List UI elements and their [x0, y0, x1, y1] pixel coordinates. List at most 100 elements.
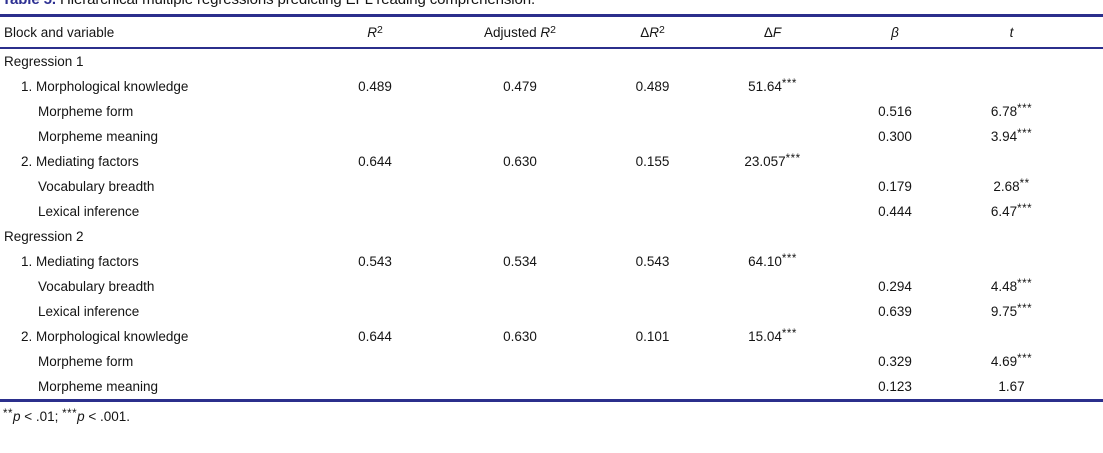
- cell-beta: [830, 48, 960, 74]
- cell-beta: [830, 249, 960, 274]
- table-row: 1. Mediating factors 0.543 0.534 0.543 64.10…: [0, 249, 1103, 274]
- cell-beta: 0.329: [878, 354, 912, 369]
- cell-df: [715, 124, 830, 149]
- cell-beta: 0.444: [878, 204, 912, 219]
- table-row: Morpheme form 0.516 6.78***: [0, 99, 1103, 124]
- table-row: Morpheme meaning 0.123 1.67: [0, 374, 1103, 401]
- cell-t: 6.78***: [990, 103, 1033, 119]
- cell-t: 4.48***: [990, 278, 1033, 294]
- cell-r2: 0.489: [358, 79, 392, 94]
- cell-dr2: 0.155: [635, 154, 670, 169]
- table-row: Regression 2: [0, 224, 1103, 249]
- cell-adj: 0.630: [503, 329, 537, 344]
- cell-adj: [450, 224, 590, 249]
- row-label: Lexical inference: [38, 204, 140, 219]
- table-row: Morpheme form 0.329 4.69***: [0, 349, 1103, 374]
- cell-beta: [830, 74, 960, 99]
- cell-r2: [300, 349, 450, 374]
- row-label: Vocabulary breadth: [38, 279, 155, 294]
- cell-t: [960, 149, 1103, 174]
- cell-dr2: [590, 224, 715, 249]
- col-header-adjusted-r2: Adjusted R2: [450, 15, 590, 49]
- cell-r2: [300, 99, 450, 124]
- cell-t: [960, 249, 1103, 274]
- cell-dr2: [590, 374, 715, 401]
- table-row: 1. Morphological knowledge 0.489 0.479 0.48…: [0, 74, 1103, 99]
- cell-dr2: [590, 124, 715, 149]
- cell-beta: 0.516: [878, 104, 912, 119]
- cell-df: [715, 349, 830, 374]
- cell-r2: [300, 374, 450, 401]
- cell-dr2: 0.543: [635, 254, 670, 269]
- cell-dr2: [590, 274, 715, 299]
- cell-beta: 0.300: [878, 129, 912, 144]
- col-header-block-and-variable: Block and variable: [0, 15, 300, 49]
- cell-r2: [300, 199, 450, 224]
- cell-df: 64.10***: [748, 253, 797, 269]
- cell-r2: [300, 274, 450, 299]
- cell-beta: 0.123: [878, 379, 912, 394]
- cell-adj: [450, 99, 590, 124]
- cell-df: [715, 199, 830, 224]
- cell-beta: [830, 149, 960, 174]
- table-row: 2. Morphological knowledge 0.644 0.630 0.10…: [0, 324, 1103, 349]
- cell-dr2: [590, 174, 715, 199]
- cell-beta: 0.179: [878, 179, 912, 194]
- cell-dr2: [590, 199, 715, 224]
- cell-df: [715, 374, 830, 401]
- cell-adj: 0.630: [503, 154, 537, 169]
- cell-adj: [450, 274, 590, 299]
- table-footnote: **p < .01; ***p < .001.: [3, 408, 130, 424]
- table-caption: Hierarchical multiple regressions predic…: [56, 0, 535, 8]
- cell-df: [715, 299, 830, 324]
- table-number: Table 5.: [2, 0, 56, 8]
- cell-beta: 0.639: [878, 304, 912, 319]
- cell-t: [960, 74, 1103, 99]
- cell-adj: [450, 349, 590, 374]
- row-label: Morpheme meaning: [38, 129, 159, 144]
- cell-r2: [300, 124, 450, 149]
- cell-t: 2.68**: [993, 178, 1030, 194]
- table-row: Vocabulary breadth 0.294 4.48***: [0, 274, 1103, 299]
- cell-dr2: [590, 99, 715, 124]
- table-row: Regression 1: [0, 48, 1103, 74]
- row-label: 1. Morphological knowledge: [21, 79, 189, 94]
- table-row: Lexical inference 0.639 9.75***: [0, 299, 1103, 324]
- cell-r2: 0.644: [358, 329, 392, 344]
- row-label: Regression 1: [4, 54, 84, 69]
- table-row: Vocabulary breadth 0.179 2.68**: [0, 174, 1103, 199]
- row-label: Morpheme form: [38, 104, 134, 119]
- cell-df: [715, 174, 830, 199]
- cell-adj: [450, 374, 590, 401]
- cell-r2: [300, 174, 450, 199]
- cell-t: [960, 224, 1103, 249]
- col-header-beta: β: [830, 15, 960, 49]
- cell-adj: 0.479: [503, 79, 537, 94]
- cell-t: [960, 324, 1103, 349]
- cell-beta: [830, 224, 960, 249]
- cell-df: [715, 99, 830, 124]
- row-label: 1. Mediating factors: [21, 254, 139, 269]
- cell-dr2: [590, 299, 715, 324]
- cell-adj: [450, 199, 590, 224]
- cell-adj: [450, 174, 590, 199]
- cell-t: 4.69***: [990, 353, 1033, 369]
- table-row: 2. Mediating factors 0.644 0.630 0.155 23.05…: [0, 149, 1103, 174]
- row-label: Morpheme form: [38, 354, 134, 369]
- cell-t: 9.75***: [990, 303, 1033, 319]
- cell-t: 6.47***: [990, 203, 1033, 219]
- row-label: Morpheme meaning: [38, 379, 159, 394]
- table-row: Lexical inference 0.444 6.47***: [0, 199, 1103, 224]
- cell-beta: 0.294: [878, 279, 912, 294]
- cell-t: [960, 48, 1103, 74]
- col-header-t: t: [960, 15, 1103, 49]
- row-label: Vocabulary breadth: [38, 179, 155, 194]
- row-label: 2. Mediating factors: [21, 154, 139, 169]
- cell-r2: [300, 299, 450, 324]
- col-header-r2: R2: [300, 15, 450, 49]
- header-row: Block and variable R2 Adjusted R2 ΔR2 ΔF β t: [0, 15, 1103, 49]
- cell-dr2: [590, 48, 715, 74]
- table-title: Table 5. Hierarchical multiple regressio…: [2, 0, 1103, 9]
- cell-adj: [450, 299, 590, 324]
- cell-dr2: 0.489: [635, 79, 670, 94]
